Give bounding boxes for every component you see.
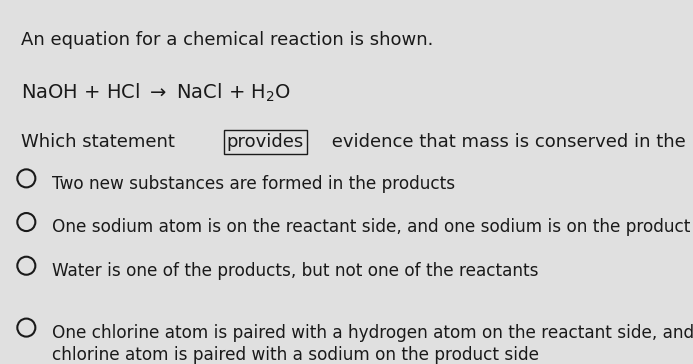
Text: One chlorine atom is paired with a hydrogen atom on the reactant side, and one
c: One chlorine atom is paired with a hydro… [52,324,693,364]
Text: Two new substances are formed in the products: Two new substances are formed in the pro… [52,175,455,193]
Text: evidence that mass is conserved in the reaction?: evidence that mass is conserved in the r… [326,133,693,151]
Text: provides: provides [227,133,304,151]
Text: Water is one of the products, but not one of the reactants: Water is one of the products, but not on… [52,262,538,280]
Text: NaOH + HCl $\rightarrow$ NaCl + H$_2$O: NaOH + HCl $\rightarrow$ NaCl + H$_2$O [21,82,291,104]
Text: One sodium atom is on the reactant side, and one sodium is on the product side: One sodium atom is on the reactant side,… [52,218,693,236]
Text: An equation for a chemical reaction is shown.: An equation for a chemical reaction is s… [21,31,433,49]
Text: Which statement: Which statement [21,133,180,151]
